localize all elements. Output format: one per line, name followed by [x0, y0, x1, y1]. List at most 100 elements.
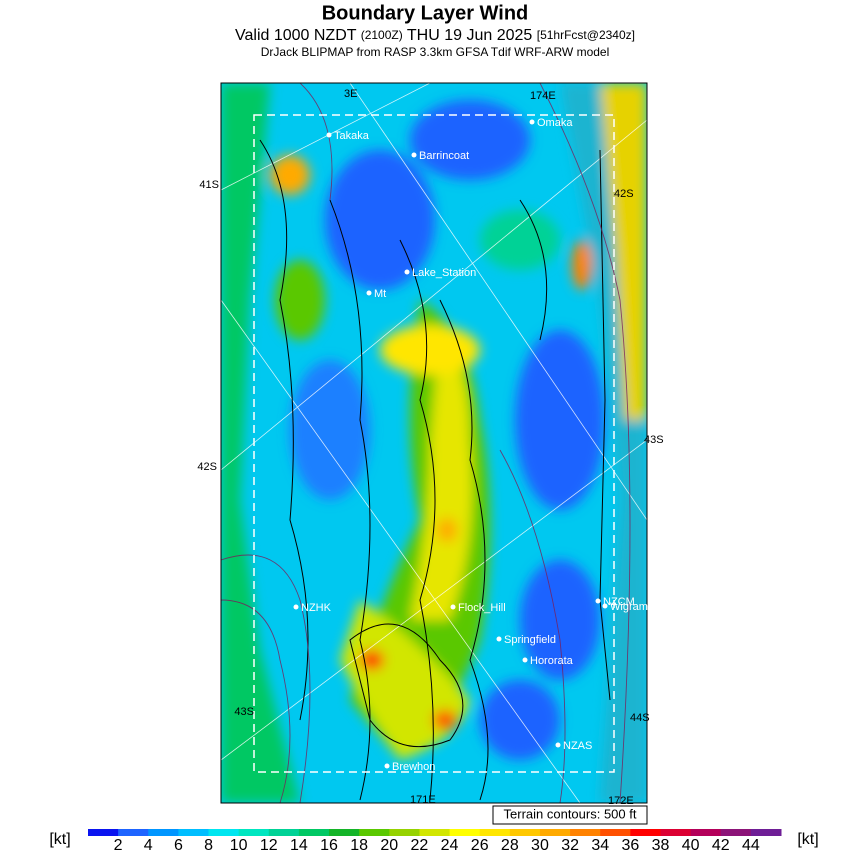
graticule-label: 43S [234, 706, 254, 718]
terrain-note: Terrain contours: 500 ft [504, 806, 637, 821]
colorbar-tick-label: 34 [591, 837, 609, 854]
colorbar-swatch [329, 829, 360, 836]
colorbar-swatch [630, 829, 661, 836]
place-label: Wigram [610, 601, 648, 613]
place-label: Brewhon [392, 761, 435, 773]
colorbar-tick-label: 18 [350, 837, 368, 854]
place-label: Hororata [530, 655, 574, 667]
place-dot [555, 742, 561, 748]
colorbar-tick-label: 10 [230, 837, 248, 854]
place-label: Mt [374, 288, 386, 300]
graticule-label: 42S [614, 188, 634, 200]
colorbar-swatch [750, 829, 782, 836]
colorbar-tick-label: 26 [471, 837, 489, 854]
colorbar-tick-label: 8 [204, 837, 213, 854]
map-frame [220, 82, 648, 804]
place-label: Lake_Station [412, 267, 476, 279]
colorbar-tick-label: 12 [260, 837, 278, 854]
colorbar-swatch [449, 829, 481, 836]
terrain-contours [259, 139, 611, 801]
colorbar-swatch [178, 829, 210, 836]
unit-left: [kt] [49, 831, 70, 848]
model-line: DrJack BLIPMAP from RASP 3.3km GFSA Tdif… [261, 45, 610, 59]
place-dot [384, 763, 390, 769]
colorbar-swatch [690, 829, 722, 836]
terrain-box [492, 805, 648, 825]
graticule-label: 41S [199, 179, 219, 191]
colorbar-tick-label: 2 [114, 837, 123, 854]
colorbar-tick-label: 24 [441, 837, 459, 854]
colorbar: 2 4 6 8 10 12 14 16 18 20 22 24 26 28 30 32 34 36 38 40 42 44 [88, 829, 782, 854]
colorbar-swatch [208, 829, 240, 836]
place-dot [411, 152, 417, 158]
colorbar-swatch [268, 829, 300, 836]
place-dot [404, 269, 410, 275]
colorbar-tick-label: 42 [712, 837, 730, 854]
date: THU 19 Jun 2025 [407, 27, 533, 44]
place-label: Springfield [504, 634, 556, 646]
graticule-label: 42S [197, 461, 217, 473]
place-dot [450, 604, 456, 610]
colorbar-swatch [660, 829, 692, 836]
colorbar-tick-label: 32 [561, 837, 579, 854]
place-dot [522, 657, 528, 663]
places: Takaka Barrincoat Omaka Lake_Station Mt NZHK F… [293, 117, 648, 773]
graticule-label: 43S [644, 434, 664, 446]
map-field [221, 83, 647, 803]
graticule-label: 3E [344, 88, 357, 100]
graticule-labels: 3E 174E 41S 42S 42S 43S 43S 44S 171E 172E [197, 88, 663, 807]
forecast: [51hrFcst@2340z] [537, 28, 635, 42]
place-label: NZHK [301, 602, 332, 614]
field-blobs [221, 83, 647, 803]
colorbar-swatch [419, 829, 451, 836]
place-dot [529, 119, 535, 125]
colorbar-swatch [389, 829, 420, 836]
graticule [221, 83, 647, 803]
place-dot [366, 290, 372, 296]
colorbar-tick-label: 6 [174, 837, 183, 854]
colorbar-swatch [148, 829, 179, 836]
graticule-label: 171E [410, 794, 436, 806]
place-label: Barrincoat [419, 150, 469, 162]
place-label: NZCM [603, 596, 635, 608]
place-label: Takaka [334, 130, 370, 142]
graticule-label: 174E [530, 90, 556, 102]
colorbar-swatch [539, 829, 571, 836]
place-dot [293, 604, 299, 610]
place-dot [496, 636, 502, 642]
place-label: NZAS [563, 740, 592, 752]
colorbar-swatch [479, 829, 511, 836]
colorbar-swatch [88, 829, 119, 836]
graticule-label: 44S [630, 712, 650, 724]
colorbar-swatch [238, 829, 270, 836]
place-dot [326, 132, 332, 138]
place-label: Flock_Hill [458, 602, 506, 614]
colorbar-tick-label: 44 [742, 837, 760, 854]
title: Boundary Layer Wind [322, 2, 529, 24]
colorbar-tick-label: 30 [531, 837, 549, 854]
colorbar-tick-label: 38 [652, 837, 670, 854]
place-dot [602, 603, 608, 609]
colorbar-tick-label: 4 [144, 837, 153, 854]
unit-right: [kt] [797, 831, 818, 848]
graticule-label: 172E [608, 795, 634, 807]
colorbar-swatch [720, 829, 752, 836]
colorbar-tick-label: 28 [501, 837, 519, 854]
colorbar-tick-label: 36 [621, 837, 639, 854]
place-label: Omaka [537, 117, 573, 129]
colorbar-swatch [298, 829, 330, 836]
colorbar-tick-label: 40 [682, 837, 700, 854]
colorbar-swatch [509, 829, 541, 836]
inner-domain [253, 114, 615, 773]
colorbar-tick-label: 22 [411, 837, 429, 854]
colorbar-swatch [118, 829, 149, 836]
colorbar-swatch [600, 829, 631, 836]
colorbar-tick-label: 14 [290, 837, 308, 854]
colorbar-swatch [570, 829, 601, 836]
place-dot [595, 598, 601, 604]
subtitle: Valid 1000 NZDT (2100Z) THU 19 Jun 2025 … [235, 27, 635, 44]
colorbar-tick-label: 16 [320, 837, 338, 854]
colorbar-swatch [359, 829, 390, 836]
utc: (2100Z) [361, 28, 403, 42]
